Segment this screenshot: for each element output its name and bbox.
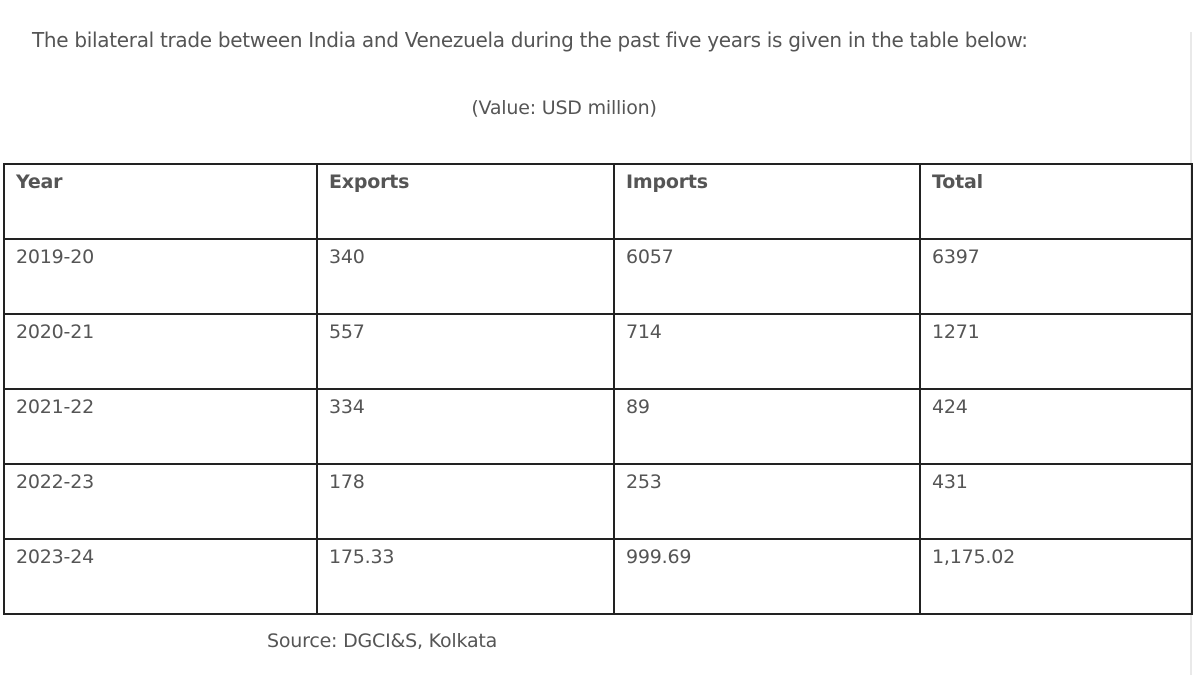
header-exports: Exports bbox=[316, 163, 615, 240]
cell-total: 6397 bbox=[919, 238, 1193, 315]
cell-year: 2021-22 bbox=[3, 388, 318, 465]
trade-table: Year Exports Imports Total 2019-20 340 6… bbox=[3, 163, 1193, 615]
cell-year: 2023-24 bbox=[3, 538, 318, 615]
table-row: 2020-21 557 714 1271 bbox=[3, 313, 1193, 390]
cell-imports: 253 bbox=[613, 463, 921, 540]
cell-total: 1,175.02 bbox=[919, 538, 1193, 615]
table-row: 2023-24 175.33 999.69 1,175.02 bbox=[3, 538, 1193, 615]
cell-year: 2020-21 bbox=[3, 313, 318, 390]
header-year: Year bbox=[3, 163, 318, 240]
table-header-row: Year Exports Imports Total bbox=[3, 163, 1193, 240]
cell-imports: 6057 bbox=[613, 238, 921, 315]
value-unit-caption: (Value: USD million) bbox=[471, 97, 657, 119]
header-imports: Imports bbox=[613, 163, 921, 240]
cell-exports: 340 bbox=[316, 238, 615, 315]
cell-year: 2022-23 bbox=[3, 463, 318, 540]
cell-year: 2019-20 bbox=[3, 238, 318, 315]
source-caption: Source: DGCI&S, Kolkata bbox=[267, 630, 498, 652]
cell-exports: 557 bbox=[316, 313, 615, 390]
table-row: 2019-20 340 6057 6397 bbox=[3, 238, 1193, 315]
cell-exports: 175.33 bbox=[316, 538, 615, 615]
table-row: 2022-23 178 253 431 bbox=[3, 463, 1193, 540]
cell-total: 1271 bbox=[919, 313, 1193, 390]
cell-imports: 89 bbox=[613, 388, 921, 465]
intro-paragraph: The bilateral trade between India and Ve… bbox=[32, 28, 1028, 52]
table-row: 2021-22 334 89 424 bbox=[3, 388, 1193, 465]
header-total: Total bbox=[919, 163, 1193, 240]
cell-exports: 178 bbox=[316, 463, 615, 540]
cell-imports: 999.69 bbox=[613, 538, 921, 615]
cell-imports: 714 bbox=[613, 313, 921, 390]
cell-total: 424 bbox=[919, 388, 1193, 465]
cell-total: 431 bbox=[919, 463, 1193, 540]
cell-exports: 334 bbox=[316, 388, 615, 465]
